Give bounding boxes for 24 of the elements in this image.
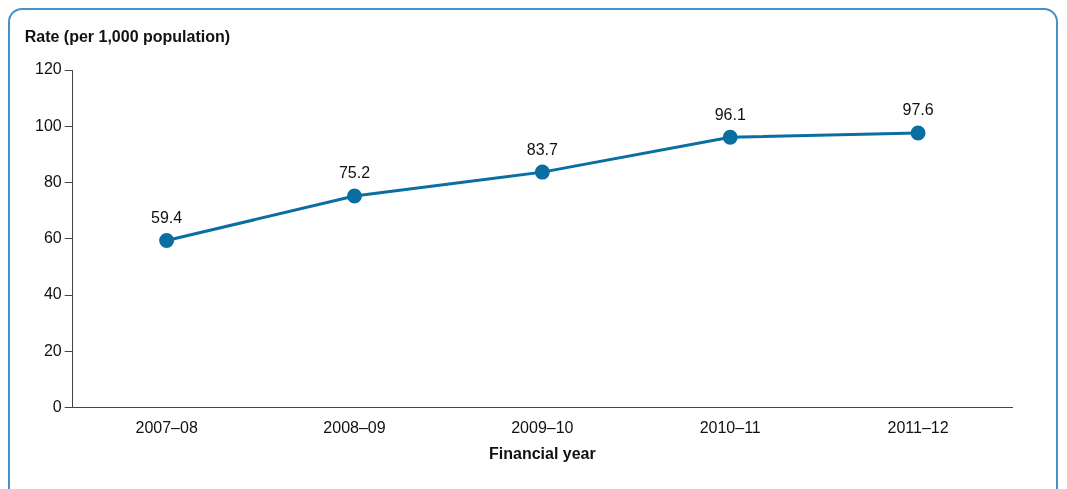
y-tick-label: 100 — [34, 116, 62, 134]
y-tick-label: 80 — [43, 172, 62, 190]
x-tick-label: 2007–08 — [135, 418, 198, 436]
y-tick-label: 120 — [34, 60, 62, 78]
x-tick-label: 2008–09 — [323, 418, 386, 436]
x-tick-label: 2010–11 — [699, 418, 761, 436]
y-tick-label: 60 — [43, 229, 62, 247]
y-tick-label: 0 — [52, 398, 62, 416]
x-tick-label: 2011–12 — [887, 418, 949, 436]
point — [159, 232, 175, 248]
x-axis-title: Financial year — [488, 444, 596, 462]
point — [722, 129, 738, 145]
point — [910, 125, 926, 141]
data-label: 75.2 — [338, 164, 371, 182]
y-tick-label: 40 — [43, 285, 62, 303]
x-tick-label: 2009–10 — [511, 418, 574, 436]
y-axis-title: Rate (per 1,000 population) — [24, 28, 231, 45]
data-label: 83.7 — [526, 140, 559, 158]
data-label: 96.1 — [714, 105, 746, 123]
y-tick-label: 20 — [43, 341, 62, 359]
data-label: 97.6 — [902, 101, 934, 119]
data-label: 59.4 — [151, 208, 183, 226]
point — [346, 188, 362, 204]
point — [534, 164, 550, 180]
